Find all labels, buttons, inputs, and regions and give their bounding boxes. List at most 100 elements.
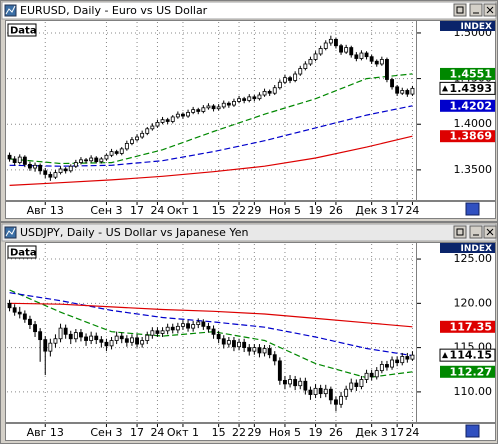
window-button[interactable] — [469, 225, 483, 239]
x-tick-label: 15 — [212, 204, 226, 217]
candle-body — [114, 335, 119, 341]
candle-body — [94, 335, 99, 341]
x-tick-label: 26 — [329, 426, 343, 439]
candle-body — [344, 47, 349, 53]
candle-body — [247, 347, 252, 352]
candle-body — [109, 151, 114, 156]
x-tick-label: Дек 3 — [355, 204, 388, 217]
candle-body — [38, 164, 43, 172]
window-icon-glyph — [5, 5, 16, 15]
candle-body — [104, 154, 109, 160]
candle-body — [58, 168, 63, 174]
candle-body — [323, 42, 328, 49]
candle-body — [410, 87, 415, 95]
corner-button[interactable] — [465, 424, 480, 438]
candle-body — [288, 379, 292, 385]
candle-body — [201, 321, 206, 327]
x-tick-label: 19 — [309, 204, 323, 217]
x-tick-label: 17 — [390, 204, 404, 217]
candle-body — [298, 380, 303, 387]
window-button[interactable] — [469, 3, 483, 17]
candle-body — [155, 330, 160, 334]
candle-body — [323, 388, 328, 395]
y-tick-label: 110.00 — [454, 385, 493, 398]
min-glyph — [456, 6, 464, 14]
candle-body — [63, 327, 68, 335]
x-tick-label: 24 — [150, 204, 164, 217]
ma-price-label: 112.27 — [450, 365, 492, 378]
candle-body — [252, 347, 257, 352]
candle-body — [99, 158, 104, 163]
ma-price-box — [440, 67, 495, 80]
candle-body — [48, 174, 53, 178]
candle-body — [293, 73, 298, 81]
x-tick-label: Ноя 5 — [269, 204, 301, 217]
candle-body — [7, 302, 12, 309]
candle-body — [232, 340, 236, 348]
candle-body — [272, 354, 277, 362]
candle-body — [84, 336, 88, 341]
y-tick-label: 1.3500 — [454, 163, 493, 176]
candle-body — [7, 154, 12, 160]
x-tick-label: 24 — [405, 204, 419, 217]
candle-body — [405, 356, 410, 360]
candle-body — [114, 151, 119, 154]
candle-body — [79, 159, 83, 163]
x-tick-label: Сен 3 — [90, 426, 122, 439]
y-tick-label: 120.00 — [454, 296, 493, 309]
candle-body — [405, 90, 410, 95]
candle-body — [73, 162, 78, 167]
ma-price-label: 1.4202 — [450, 99, 492, 112]
candle-body — [160, 330, 165, 334]
candle-body — [119, 148, 124, 154]
candle-body — [109, 340, 114, 347]
candle-body — [313, 387, 318, 395]
window-button[interactable] — [453, 225, 467, 239]
x-tick-label: 17 — [130, 204, 144, 217]
time-axis — [5, 423, 496, 441]
candle-body — [63, 168, 68, 172]
x-tick-label: 24 — [150, 426, 164, 439]
candle-body — [318, 48, 323, 55]
current-price-marker — [442, 352, 448, 359]
moving-average — [9, 302, 413, 328]
candle-body — [48, 342, 53, 352]
candle-body — [374, 370, 379, 378]
candle-body — [354, 382, 359, 387]
candle-body — [12, 158, 17, 163]
candle-body — [175, 113, 180, 118]
ma-price-label: 1.4551 — [450, 67, 492, 80]
data-label: Data — [10, 26, 37, 37]
candle-body — [237, 341, 241, 348]
x-tick-label: 22 — [232, 204, 246, 217]
data-label-box — [7, 245, 37, 259]
window-title: USDJPY, Daily - US Dollar vs Japanese Ye… — [20, 226, 248, 239]
x-tick-label: 22 — [232, 426, 246, 439]
close-glyph — [486, 6, 494, 14]
candle-body — [395, 86, 400, 94]
candle-body — [395, 359, 400, 364]
candle-body — [267, 348, 272, 356]
candle-body — [79, 332, 83, 338]
candle-body — [165, 119, 170, 122]
candle-body — [89, 157, 94, 162]
corner-button[interactable] — [465, 202, 480, 216]
candle-body — [267, 90, 272, 94]
candle-body — [344, 388, 349, 397]
x-tick-label: Дек 3 — [355, 426, 388, 439]
candle-body — [313, 53, 318, 60]
window-button[interactable] — [453, 3, 467, 17]
candle-body — [211, 105, 216, 110]
x-tick-label: 19 — [309, 426, 323, 439]
candle-body — [211, 328, 216, 335]
current-price-label: 1.4393 — [450, 82, 492, 95]
candle-body — [68, 333, 73, 340]
candle-body — [369, 372, 374, 378]
candle-body — [145, 128, 150, 134]
ma-price-label: 117.35 — [450, 320, 492, 333]
candle-body — [262, 90, 267, 96]
data-label: Data — [10, 248, 37, 259]
candle-body — [272, 87, 277, 94]
data-label-box — [7, 23, 37, 37]
